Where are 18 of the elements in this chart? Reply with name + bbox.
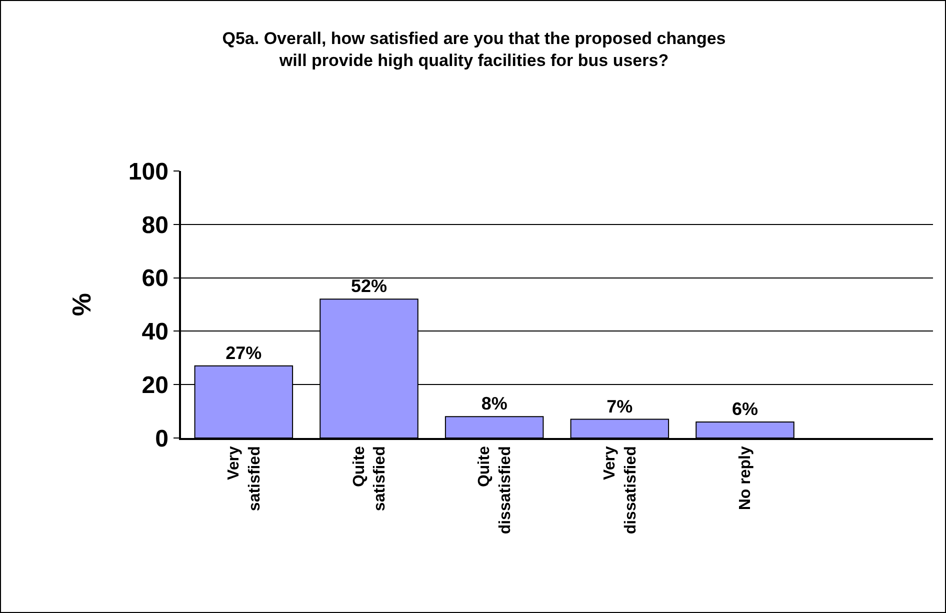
y-axis-title: % <box>66 292 96 316</box>
chart-title: Q5a. Overall, how satisfied are you that the proposed changes will provide high quality facilities for bus users? <box>222 28 726 70</box>
y-tick-label: 0 <box>155 425 168 452</box>
data-label: 27% <box>226 342 262 363</box>
y-tick-label: 40 <box>142 318 168 346</box>
data-label: 52% <box>350 276 388 296</box>
y-tick-label: 100 <box>128 158 168 186</box>
x-tick-label: Quite satisfied <box>350 446 389 512</box>
x-tick-label: No reply <box>737 446 754 510</box>
y-tick-label: 20 <box>142 372 168 399</box>
data-label: 6% <box>732 398 758 419</box>
y-tick-label: 60 <box>142 265 168 292</box>
data-label: 8% <box>481 394 508 414</box>
x-tick-label: Quite dissatisfied <box>476 446 514 534</box>
x-tick-label: Very dissatisfied <box>601 446 640 534</box>
x-tick-label: Very satisfied <box>225 446 264 512</box>
y-tick-label: 80 <box>142 212 168 239</box>
data-label: 7% <box>606 396 633 416</box>
